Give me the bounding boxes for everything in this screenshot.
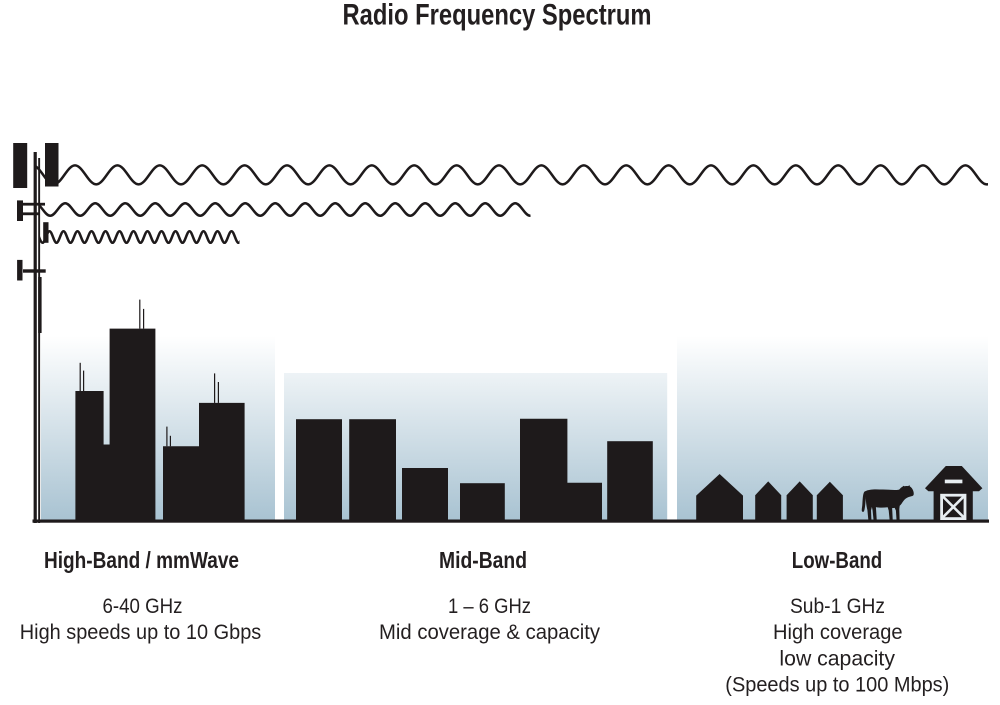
svg-text:Radio Frequency Spectrum: Radio Frequency Spectrum	[343, 0, 652, 32]
svg-text:6-40 GHz: 6-40 GHz	[103, 595, 183, 618]
svg-text:High speeds up to 10 Gbps: High speeds up to 10 Gbps	[20, 621, 262, 644]
svg-text:1 – 6 GHz: 1 – 6 GHz	[448, 595, 531, 618]
svg-text:Sub-1 GHz: Sub-1 GHz	[790, 595, 885, 618]
svg-text:High-Band / mmWave: High-Band / mmWave	[44, 547, 239, 573]
svg-text:Mid-Band: Mid-Band	[439, 547, 527, 573]
svg-text:low capacity: low capacity	[779, 647, 895, 670]
svg-text:Low-Band: Low-Band	[792, 547, 883, 573]
svg-text:High coverage: High coverage	[773, 621, 903, 644]
svg-text:(Speeds up to 100 Mbps): (Speeds up to 100 Mbps)	[725, 674, 949, 697]
svg-text:Mid coverage & capacity: Mid coverage & capacity	[379, 621, 600, 644]
